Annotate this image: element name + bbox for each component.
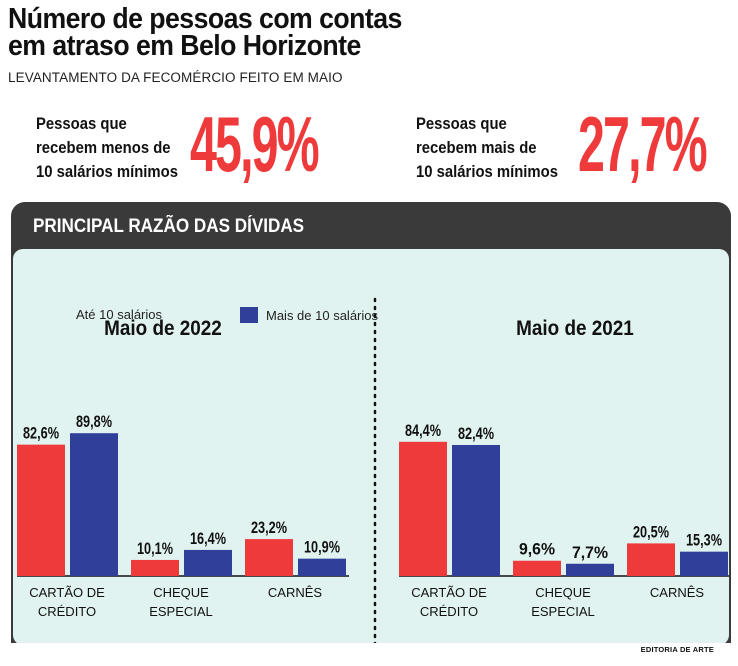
legend-swatch-blue bbox=[240, 307, 258, 323]
category-label: CRÉDITO bbox=[420, 604, 478, 619]
headline: Número de pessoas com contas em atraso e… bbox=[8, 3, 670, 62]
bar-value-label: 82,4% bbox=[458, 424, 494, 443]
bar-value-label: 9,6% bbox=[519, 540, 555, 559]
stat-label-line: 10 salários mínimos bbox=[36, 163, 178, 181]
headline-line-1: Número de pessoas com contas bbox=[8, 3, 402, 35]
legend-item-over-10: Mais de 10 salários bbox=[240, 307, 378, 323]
bar bbox=[680, 551, 728, 576]
stat-high-income: Pessoas que recebem mais de 10 salários … bbox=[416, 100, 736, 196]
panel-foot bbox=[11, 643, 731, 658]
stat-high-income-label: Pessoas que recebem mais de 10 salários … bbox=[416, 112, 558, 184]
panel-body: Até 10 salários Mais de 10 salários Maio… bbox=[13, 249, 729, 645]
chart-title: Maio de 2021 bbox=[516, 317, 634, 340]
category-label: CARTÃO DE bbox=[411, 585, 487, 600]
bar-value-label: 82,6% bbox=[23, 424, 59, 443]
bar-value-label: 20,5% bbox=[633, 522, 669, 541]
chart-title: Maio de 2022 bbox=[104, 317, 222, 340]
bar bbox=[70, 433, 118, 576]
subtitle: LEVANTAMENTO DA FECOMÉRCIO FEITO EM MAIO bbox=[8, 70, 343, 85]
bar bbox=[245, 539, 293, 576]
bar-value-label: 84,4% bbox=[405, 421, 441, 440]
stat-low-income-value: 45,9% bbox=[190, 100, 320, 188]
bar-value-label: 16,4% bbox=[190, 529, 226, 548]
stat-label-line: recebem mais de bbox=[416, 139, 537, 157]
category-label: CHEQUE bbox=[153, 585, 209, 600]
bar-value-label: 7,7% bbox=[572, 543, 608, 562]
bar-value-label: 15,3% bbox=[686, 531, 722, 550]
category-label: CHEQUE bbox=[535, 585, 591, 600]
bar-value-label: 23,2% bbox=[251, 518, 287, 537]
category-label: CARNÊS bbox=[650, 585, 705, 600]
stat-label-line: 10 salários mínimos bbox=[416, 163, 558, 181]
bar bbox=[566, 563, 614, 576]
headline-line-2: em atraso em Belo Horizonte bbox=[8, 30, 361, 62]
legend-label: Mais de 10 salários bbox=[266, 307, 378, 323]
bar bbox=[452, 444, 500, 576]
credit-line: EDITORIA DE ARTE bbox=[640, 645, 714, 654]
bar bbox=[298, 558, 346, 576]
stat-label-line: Pessoas que bbox=[416, 115, 507, 133]
bar bbox=[399, 441, 447, 576]
category-label: CARNÊS bbox=[268, 585, 323, 600]
bar-charts: Maio de 2022 82,6% 89,8% CARTÃO DE CRÉDITO 10… bbox=[17, 297, 729, 645]
category-label: CRÉDITO bbox=[38, 604, 96, 619]
bar-value-label: 10,1% bbox=[137, 539, 173, 558]
category-label: ESPECIAL bbox=[149, 604, 213, 619]
category-label: CARTÃO DE bbox=[29, 585, 105, 600]
bar-value-label: 89,8% bbox=[76, 412, 112, 431]
bar bbox=[627, 543, 675, 576]
stat-label-line: Pessoas que bbox=[36, 115, 127, 133]
bar bbox=[513, 560, 561, 576]
bar bbox=[184, 549, 232, 576]
legend-label: Até 10 salários bbox=[76, 307, 162, 322]
stat-high-income-value: 27,7% bbox=[578, 100, 708, 188]
panel-title: PRINCIPAL RAZÃO DAS DÍVIDAS bbox=[33, 216, 305, 237]
stat-label-line: recebem menos de bbox=[36, 139, 171, 157]
bar bbox=[131, 559, 179, 576]
legend-item-until-10: Até 10 salários bbox=[76, 307, 162, 322]
stat-low-income-label: Pessoas que recebem menos de 10 salários… bbox=[36, 112, 178, 184]
bar bbox=[17, 444, 65, 576]
stat-low-income: Pessoas que recebem menos de 10 salários… bbox=[36, 100, 366, 196]
bar-value-label: 10,9% bbox=[304, 538, 340, 557]
category-label: ESPECIAL bbox=[531, 604, 595, 619]
debt-reasons-panel: PRINCIPAL RAZÃO DAS DÍVIDAS Até 10 salár… bbox=[11, 202, 731, 658]
